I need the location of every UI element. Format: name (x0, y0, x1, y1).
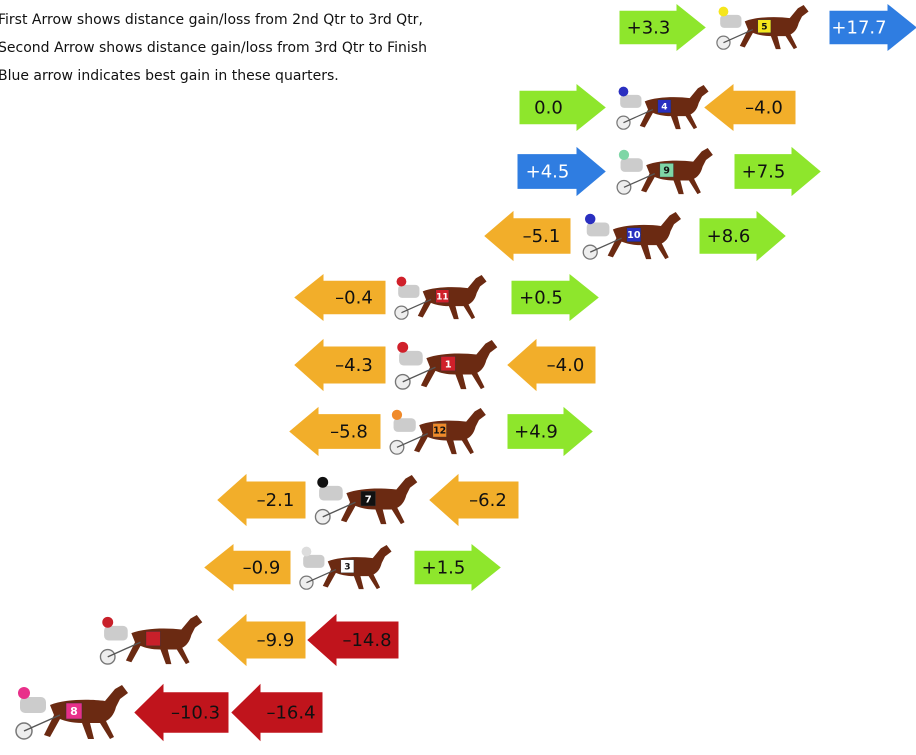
horse: 12 (390, 408, 486, 454)
driver-helmet (102, 617, 113, 628)
horse-number: 5 (761, 23, 767, 33)
driver-helmet (392, 410, 402, 420)
sulky-wheel (390, 440, 404, 454)
arrow-label: –9.9 (257, 630, 295, 651)
horse-body (414, 408, 486, 454)
horse-body (740, 5, 809, 49)
arrow-label: –5.1 (523, 226, 561, 247)
horse-number: 8 (70, 705, 78, 718)
horse: 11 (395, 275, 487, 319)
note: Second Arrow shows distance gain/loss fr… (0, 40, 427, 56)
driver-helmet (302, 547, 312, 557)
horse-number: 12 (433, 426, 446, 437)
horse-number: 4 (661, 103, 667, 113)
driver (720, 15, 741, 28)
horse-number: 1 (445, 360, 452, 371)
arrow-label: –14.8 (342, 630, 391, 651)
arrow-label: –4.0 (745, 98, 783, 119)
horse-body (44, 685, 128, 739)
horse-body (341, 475, 417, 524)
driver-helmet (397, 342, 408, 353)
arrow-label: +0.5 (519, 288, 563, 309)
horse-body (126, 615, 202, 664)
diagram: First Arrow shows distance gain/loss fro… (0, 0, 916, 755)
horse-number: 10 (627, 230, 641, 241)
arrow-label: –10.3 (171, 703, 220, 724)
sulky-wheel (300, 576, 313, 589)
arrow-label: +8.6 (707, 226, 751, 247)
driver-helmet (317, 477, 328, 488)
horse: 5 (717, 5, 809, 49)
horse: 7 (315, 475, 417, 524)
driver (394, 418, 416, 432)
horse-body (608, 212, 681, 259)
sulky-wheel (395, 306, 408, 319)
driver (398, 285, 419, 298)
driver (620, 95, 641, 108)
driver (621, 158, 643, 172)
driver (303, 555, 324, 568)
arrow-label: –2.1 (257, 490, 295, 511)
driver-helmet (18, 687, 30, 699)
note: First Arrow shows distance gain/loss fro… (0, 12, 423, 28)
horse: 10 (583, 212, 681, 259)
driver (319, 486, 343, 501)
horse-body (421, 340, 497, 389)
horse-number: 11 (436, 293, 449, 303)
arrow-label: +7.5 (742, 162, 786, 183)
arrow-label: 0.0 (534, 98, 563, 119)
saddle-cloth (146, 631, 161, 646)
arrow-label: –4.3 (335, 355, 373, 376)
arrow-label: –0.4 (335, 288, 373, 309)
arrow-label: –5.8 (330, 422, 368, 443)
horse: 3 (300, 545, 392, 589)
arrow-label: –16.4 (266, 703, 315, 724)
arrow-label: –0.9 (243, 558, 281, 579)
sulky-wheel (617, 180, 631, 194)
driver-helmet (397, 277, 407, 287)
horse-number: 9 (663, 166, 670, 177)
driver-helmet (619, 150, 629, 160)
horse: 8 (16, 685, 128, 739)
driver-helmet (585, 214, 595, 224)
driver (104, 626, 128, 641)
arrow-label: +4.9 (514, 422, 558, 443)
horse: 4 (617, 85, 709, 129)
arrow-label: +4.5 (526, 162, 570, 183)
arrow-label: +3.3 (627, 18, 671, 39)
horse: 9 (617, 148, 713, 194)
horse: 1 (395, 340, 497, 389)
arrow-label: –4.0 (547, 355, 585, 376)
horse-body (640, 85, 709, 129)
driver (587, 222, 610, 236)
arrow-label: +1.5 (422, 558, 466, 579)
driver (20, 697, 46, 713)
horse-body (641, 148, 713, 194)
page: First Arrow shows distance gain/loss fro… (0, 0, 916, 755)
horse-number: 7 (365, 495, 372, 506)
horse-body (323, 545, 392, 589)
note: Blue arrow indicates best gain in these … (0, 68, 339, 84)
driver (399, 351, 423, 366)
driver-helmet (719, 7, 729, 17)
horse-number: 3 (344, 563, 350, 573)
arrow-label: +17.7 (831, 18, 886, 39)
arrow-label: –6.2 (469, 490, 507, 511)
horse-body (418, 275, 487, 319)
driver-helmet (619, 87, 629, 97)
horse (100, 615, 202, 664)
